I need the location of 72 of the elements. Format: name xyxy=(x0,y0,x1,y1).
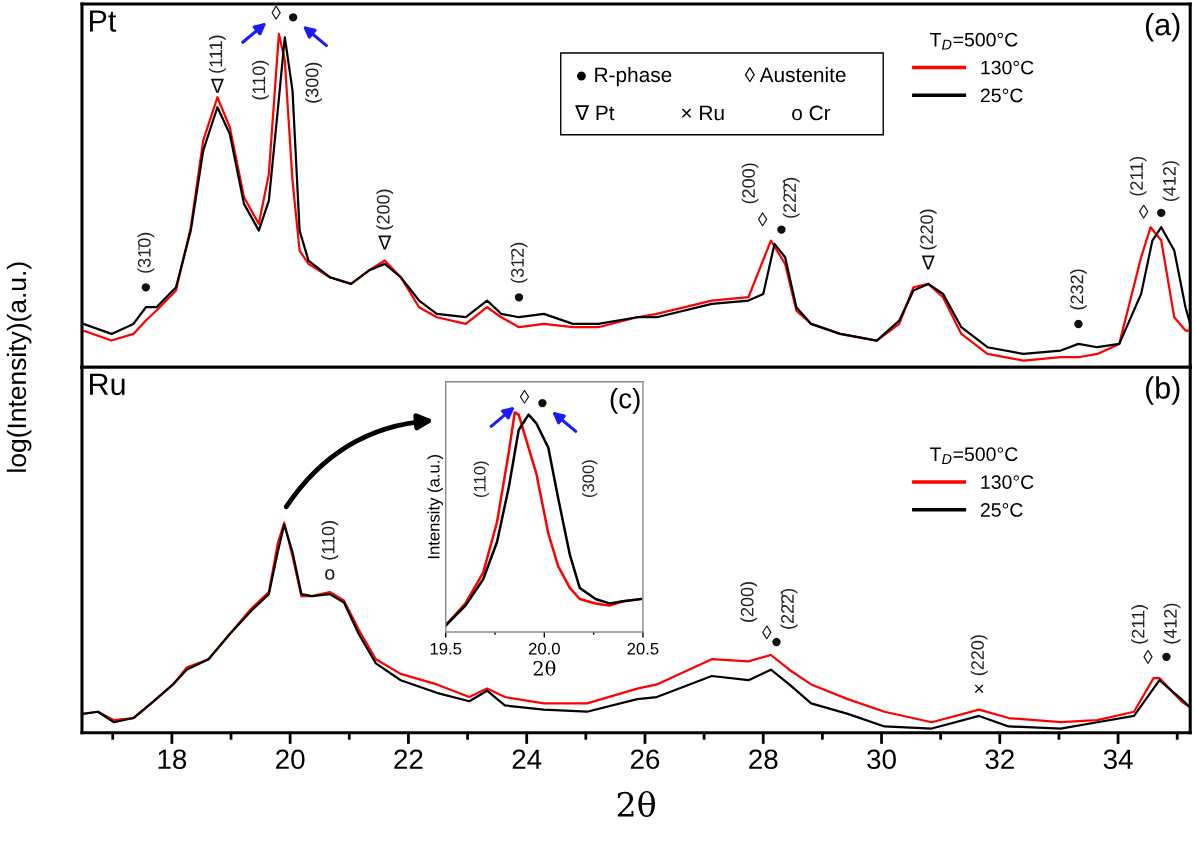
x-axis-title: 2θ xyxy=(617,790,656,817)
annotation: ◊ xyxy=(1143,650,1153,664)
x-tick-label: 32 xyxy=(985,749,1014,770)
x-tick-label: 26 xyxy=(630,749,660,770)
annotation: ● xyxy=(772,637,781,647)
annotation: (22̄2̄) xyxy=(780,588,798,629)
annotation: (c) xyxy=(610,387,640,414)
annotation: (220) xyxy=(970,635,988,676)
annotation: ◊ xyxy=(519,389,530,404)
x-tick-label: 20.5 xyxy=(627,642,659,655)
legend-label: 25°C xyxy=(980,88,1023,103)
x-tick-label: 28 xyxy=(749,749,778,770)
chart-title: Ru xyxy=(90,373,125,396)
legend-label: 130°C xyxy=(981,475,1034,489)
annotation: (211) xyxy=(1131,605,1149,644)
annotation: ● xyxy=(538,398,547,408)
text: (b) xyxy=(1145,376,1180,405)
annotation: ◊ xyxy=(757,212,768,227)
chart-title: Pt xyxy=(90,10,117,32)
annotation: (412) xyxy=(1163,603,1181,644)
annotation: (220) xyxy=(919,209,937,250)
annotation: o xyxy=(325,569,335,580)
annotation: ● xyxy=(1162,652,1171,662)
annotation: (232) xyxy=(1070,269,1087,310)
annotation: ◊ Austenite xyxy=(744,66,846,83)
x-tick-label: 18 xyxy=(158,749,187,770)
annotation: ∇ xyxy=(210,78,224,93)
annotation: ● R-phase xyxy=(576,66,672,87)
annotation: (412) xyxy=(1162,161,1180,202)
annotation: ● xyxy=(1157,208,1166,218)
x-axis-title: 2θ xyxy=(533,660,556,676)
x-tick-label: 30 xyxy=(867,749,896,770)
annotation: ● xyxy=(514,293,524,302)
legend-title: T$_{D}$=500°C xyxy=(930,447,1018,465)
annotation: ● xyxy=(288,13,298,22)
y-axis-title: log(Intensity)(a.u.) xyxy=(6,262,32,472)
annotation: (a) xyxy=(1145,13,1180,42)
annotation: ● xyxy=(777,225,786,234)
annotation: ● xyxy=(1074,319,1083,329)
annotation: (200) xyxy=(376,189,394,230)
annotation: ∇ xyxy=(921,255,935,270)
annotation: (31̄0) xyxy=(137,232,155,273)
legend-label: 130°C xyxy=(981,60,1034,75)
annotation: (110) xyxy=(321,521,339,560)
x-tick-label: 24 xyxy=(512,749,542,769)
annotation: (300) xyxy=(305,62,323,103)
annotation: (110) xyxy=(251,60,269,100)
annotation: × Ru xyxy=(681,105,724,121)
annotation: (200) xyxy=(740,582,758,622)
annotation: ● xyxy=(141,283,151,292)
annotation: (211) xyxy=(1129,156,1147,196)
annotation: (22̄2̄) xyxy=(782,177,800,218)
annotation: ◊ xyxy=(1138,204,1149,219)
annotation: ∇ Pt xyxy=(575,105,615,121)
legend-title: T$_{D}$=500°C xyxy=(930,32,1018,50)
legend-label: 25°C xyxy=(980,503,1023,517)
x-tick-label: 20.0 xyxy=(528,642,560,655)
x-tick-label: 19.5 xyxy=(430,642,462,655)
x-tick-label: 34 xyxy=(1103,749,1133,770)
x-tick-label: 20 xyxy=(276,749,305,770)
annotation: ◊ xyxy=(762,625,772,640)
annotation: (111) xyxy=(208,35,226,73)
annotation: (110) xyxy=(473,461,489,498)
annotation: ∇ xyxy=(378,235,392,250)
y-axis-title: Intensity (a.u.) xyxy=(427,455,443,559)
annotation: o Cr xyxy=(792,105,831,121)
x-tick-label: 22 xyxy=(394,749,423,769)
annotation: (31̄2) xyxy=(510,242,528,283)
annotation: × xyxy=(974,684,984,694)
annotation: (300) xyxy=(581,460,598,498)
annotation: (200) xyxy=(741,163,759,204)
annotation: ◊ xyxy=(271,5,281,20)
